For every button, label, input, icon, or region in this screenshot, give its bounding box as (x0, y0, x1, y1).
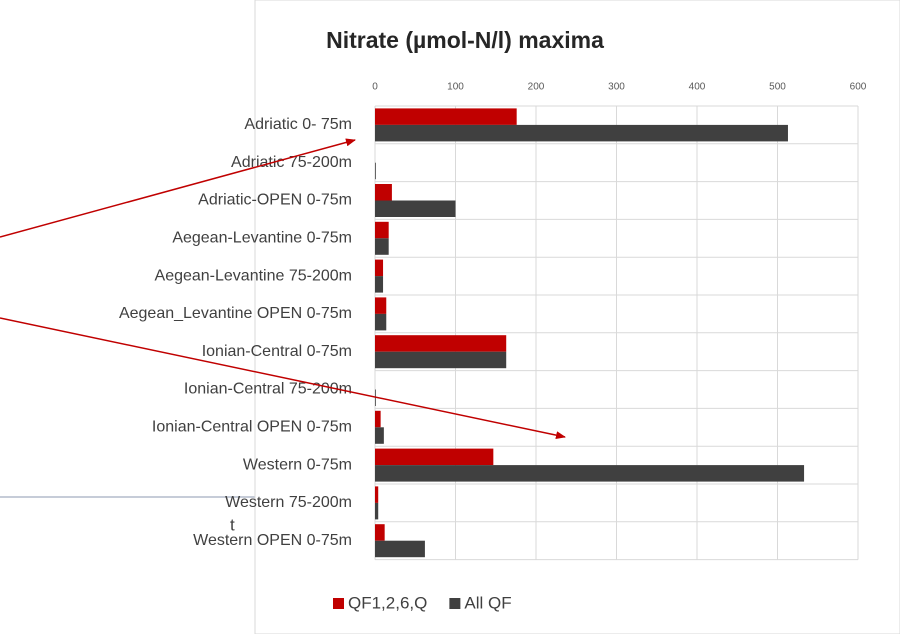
bar (375, 540, 425, 558)
bar (375, 276, 384, 293)
y-tick-label: Ionian-Central 0-75m (202, 343, 352, 360)
arrow (0, 317, 566, 440)
y-tick-label: Aegean-Levantine 0-75m (172, 230, 352, 247)
bar (375, 184, 392, 201)
arrow (0, 138, 356, 238)
legend-label: All QF (464, 593, 511, 612)
x-tick-label: 0 (372, 82, 378, 93)
y-tick-label: Western 0-75m (243, 456, 352, 473)
legend-swatch (333, 598, 344, 609)
y-tick-label: Western OPEN 0-75m (193, 532, 352, 549)
bar (375, 335, 507, 352)
bar (375, 238, 389, 255)
y-tick-label: Ionian-Central OPEN 0-75m (152, 419, 352, 436)
y-tick-label: Adriatic 75-200m (231, 154, 352, 171)
bar (375, 259, 384, 277)
y-tick-label: Ionian-Central 75-200m (184, 381, 352, 398)
legend-swatch (449, 598, 461, 609)
bar (375, 448, 494, 466)
bar (375, 351, 507, 369)
bar (375, 524, 385, 541)
y-tick-label: Aegean-Levantine 75-200m (155, 267, 352, 284)
x-tick-label: 200 (528, 82, 545, 93)
x-tick-label: 400 (689, 82, 706, 93)
bar (375, 427, 384, 444)
y-tick-label: Aegean_Levantine OPEN 0-75m (119, 305, 352, 322)
bar (375, 124, 788, 142)
chart-title: Nitrate (µmol-N/l) maxima (326, 27, 604, 53)
bar (375, 297, 387, 314)
bar (375, 465, 805, 482)
x-tick-label: 500 (769, 82, 786, 93)
bar (375, 410, 381, 428)
bar (375, 486, 379, 503)
y-tick-label: Western 75-200m (225, 494, 352, 511)
y-tick-label: Adriatic 0- 75m (244, 116, 352, 133)
bar (375, 200, 456, 217)
y-tick-label: Adriatic-OPEN 0-75m (198, 192, 352, 209)
x-tick-label: 600 (850, 82, 867, 93)
fragment-text: t (230, 515, 235, 534)
bar (375, 221, 389, 239)
bar (375, 162, 376, 180)
bar (375, 108, 517, 125)
bar (375, 313, 387, 331)
x-tick-label: 100 (447, 82, 464, 93)
legend-label: QF1,2,6,Q (348, 593, 427, 612)
bar (375, 502, 379, 520)
x-tick-label: 300 (608, 82, 625, 93)
